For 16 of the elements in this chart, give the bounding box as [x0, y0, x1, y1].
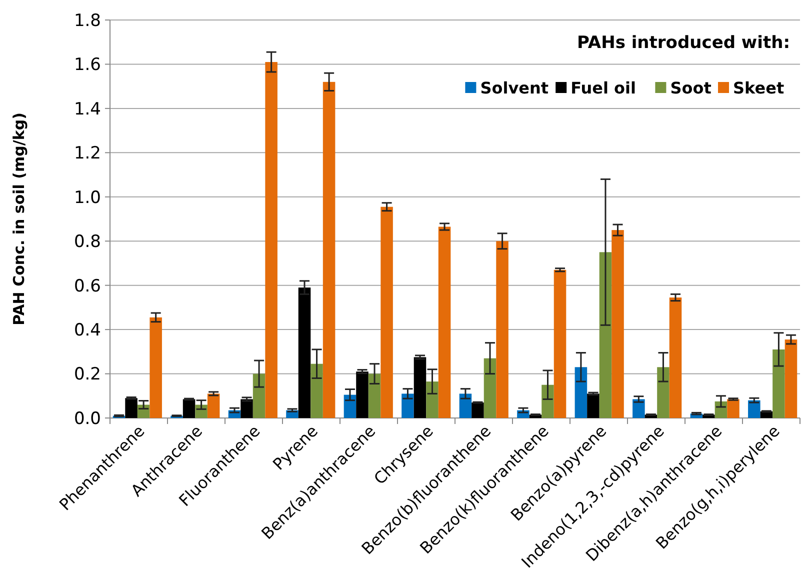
y-tick-label: 1.2 — [74, 144, 101, 164]
y-tick-label: 1.4 — [74, 99, 101, 120]
y-tick-label: 1.6 — [74, 55, 101, 76]
legend-label: Fuel oil — [570, 78, 636, 98]
y-tick-label: 0.4 — [74, 320, 101, 341]
legend-label: Skeet — [733, 78, 784, 98]
legend-title: PAHs introduced with: — [577, 33, 790, 53]
y-tick-label: 0.2 — [74, 364, 101, 385]
y-axis-title: PAH Conc. in soil (mg/kg) — [10, 112, 28, 326]
legend-label: Soot — [670, 78, 712, 98]
y-tick-label: 1.8 — [74, 10, 101, 31]
y-tick-label: 0.8 — [74, 232, 101, 252]
y-tick-label: 0.6 — [74, 276, 101, 296]
legend-label: Solvent — [480, 78, 549, 98]
y-tick-label: 0.0 — [74, 408, 101, 429]
y-tick-label: 1.0 — [74, 188, 101, 208]
